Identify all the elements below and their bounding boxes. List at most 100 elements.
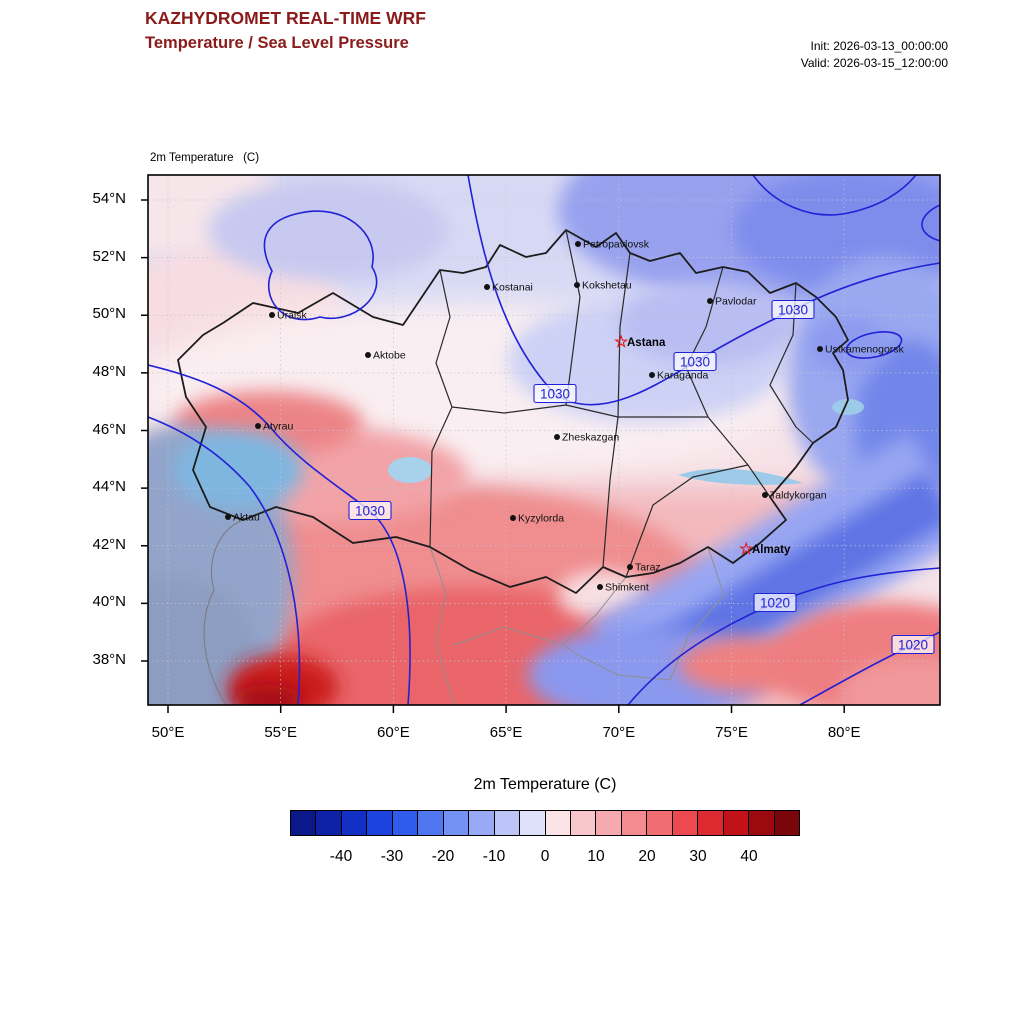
city-label: Kostanai: [492, 282, 533, 294]
field-label-temperature: 2m Temperature (C): [150, 152, 260, 165]
contour-labels: 1030 1030 1030 1030 1020 1020: [348, 299, 935, 655]
city-dot: [817, 346, 823, 352]
contour-label-box: [348, 500, 392, 521]
capital-label: Almaty: [752, 544, 791, 556]
city-dot: [255, 423, 261, 429]
city-label: Petropavlovsk: [583, 239, 650, 251]
lon-tick-label: 80°E: [827, 724, 861, 741]
contour-label-text: 1030: [778, 303, 808, 318]
map-frame: [147, 174, 941, 706]
lat-tick-label: 50°N: [92, 305, 126, 323]
neighbor-borders: [203, 519, 725, 706]
city-dot: [597, 584, 603, 590]
colorbar: [290, 810, 800, 836]
city-label: Taraz: [635, 562, 661, 574]
colorbar-segment: [722, 811, 749, 835]
city-label: Zheskazgan: [562, 432, 619, 444]
city-label: Ustkamenogorsk: [825, 344, 905, 356]
colorbar-tick-label: -40: [329, 848, 353, 865]
city-dot: [510, 515, 516, 521]
colorbar-segment: [493, 811, 520, 835]
colorbar-tick-label: 0: [540, 848, 550, 865]
temperature-field: [148, 175, 940, 705]
colorbar-segment: [391, 811, 418, 835]
colorbar-segment: [468, 811, 494, 835]
city-dot: [484, 284, 490, 290]
city-label: Aktau: [233, 512, 260, 524]
lon-tick-label: 70°E: [602, 724, 636, 741]
contour-label-box: [891, 634, 935, 655]
colorbar-segment: [697, 811, 723, 835]
lon-tick-label: 50°E: [151, 724, 185, 741]
city-label: Kyzylorda: [518, 513, 564, 525]
colorbar-tick-label: -10: [482, 848, 506, 865]
city-label: Karaganda: [657, 370, 709, 382]
colorbar-title: 2m Temperature (C): [473, 776, 617, 793]
city-dot: [649, 372, 655, 378]
colorbar-segment: [773, 811, 800, 835]
lon-tick-label: 60°E: [377, 724, 410, 741]
colorbar-segment: [544, 811, 570, 835]
colorbar-segment: [417, 811, 443, 835]
contour-label-box: [533, 383, 577, 404]
colorbar-segment: [595, 811, 621, 835]
capital-label: Astana: [627, 337, 666, 349]
colorbar-tick-label: -30: [380, 848, 404, 865]
city-dot: [365, 352, 371, 358]
capital-star-icon: ☆: [739, 541, 754, 558]
lat-tick-label: 52°N: [92, 247, 126, 265]
colorbar-segment: [519, 811, 545, 835]
contour-label-text: 1030: [355, 504, 385, 519]
colorbar-tick-label: 40: [740, 848, 758, 865]
city-label: Aktobe: [373, 350, 406, 362]
contour-label-text: 1020: [898, 638, 928, 653]
grid-lines: [148, 175, 940, 705]
colorbar-segment: [646, 811, 672, 835]
page-title: KAZHYDROMET REAL-TIME WRF: [145, 8, 426, 28]
contour-label-text: 1020: [760, 596, 790, 611]
lat-tick-label: 46°N: [92, 420, 126, 438]
capital-star-icon: ☆: [614, 334, 629, 351]
city-label: Taldykorgan: [770, 490, 827, 502]
colorbar-segment: [671, 811, 698, 835]
city-dot: [574, 282, 580, 288]
colorbar-segment: [340, 811, 367, 835]
colorbar-segment: [366, 811, 392, 835]
lat-tick-label: 42°N: [92, 535, 126, 553]
map-canvas: 1030 1030 1030 1030 1020 1020 Petropavlovsk Ko…: [141, 174, 941, 713]
city-label: Uralsk: [277, 310, 308, 322]
colorbar-tick-label: -20: [431, 848, 455, 865]
city-label: Shimkent: [605, 582, 649, 594]
city-dot: [762, 492, 768, 498]
lat-tick-label: 44°N: [92, 478, 126, 496]
run-times: Init: 2026-03-13_00:00:00 Valid: 2026-03…: [801, 38, 948, 72]
lat-tick-label: 38°N: [92, 651, 126, 668]
contour-label-box: [771, 299, 815, 320]
colorbar-tick-label: 10: [587, 848, 605, 865]
lon-tick-label: 65°E: [489, 724, 523, 741]
colorbar-tick-label: 20: [638, 848, 656, 865]
city-dot: [575, 241, 581, 247]
lat-tick-label: 48°N: [92, 362, 126, 380]
city-label: Pavlodar: [715, 296, 757, 308]
city-dot: [627, 564, 633, 570]
city-dot: [225, 514, 231, 520]
admin-borders: [177, 229, 849, 594]
city-label: Kokshetau: [582, 280, 632, 292]
lat-tick-label: 54°N: [92, 190, 126, 207]
city-dot: [707, 298, 713, 304]
contour-label-text: 1030: [540, 387, 570, 402]
valid-time: Valid: 2026-03-15_12:00:00: [800, 55, 948, 70]
page-subtitle: Temperature / Sea Level Pressure: [145, 34, 409, 52]
axis-ticks: [141, 199, 845, 713]
colorbar-segment: [569, 811, 596, 835]
city-label: Atyrau: [263, 421, 294, 433]
colorbar-segment: [748, 811, 774, 835]
lon-tick-label: 55°E: [264, 724, 298, 741]
colorbar-segment: [291, 811, 316, 835]
contour-label-text: 1030: [680, 355, 710, 370]
colorbar-tick-label: 30: [689, 848, 707, 865]
lat-tick-label: 40°N: [92, 593, 126, 611]
contour-label-box: [673, 351, 717, 372]
